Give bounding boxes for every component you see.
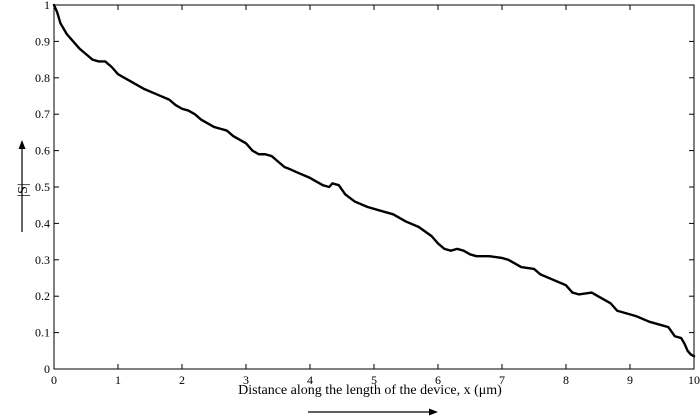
- y-tick-label: 0.8: [35, 71, 50, 85]
- y-tick-label: 0.2: [35, 289, 50, 303]
- x-axis-label: Distance along the length of the device,…: [238, 383, 502, 398]
- x-tick-label: 5: [371, 373, 377, 387]
- y-tick-label: 0.1: [35, 326, 50, 340]
- x-tick-label: 4: [307, 373, 313, 387]
- x-axis-arrow: [308, 408, 438, 416]
- x-tick-label: 8: [563, 373, 569, 387]
- x-tick-label: 6: [435, 373, 441, 387]
- y-tick-label: 0: [44, 362, 50, 376]
- y-tick-label: 1: [44, 0, 50, 12]
- y-tick-label: 0.5: [35, 180, 50, 194]
- y-axis: 0 0.1 0.2 0.3 0.4 0.5 0.6 0.7 0.8 0.9 1: [35, 0, 694, 376]
- y-tick-label: 0.4: [35, 216, 50, 230]
- y-tick-label: 0.6: [35, 144, 50, 158]
- x-tick-label: 1: [115, 373, 121, 387]
- y-axis-arrow: [18, 140, 26, 232]
- x-tick-label: 0: [51, 373, 57, 387]
- x-tick-label: 3: [243, 373, 249, 387]
- series-layer: [52, 3, 696, 358]
- x-tick-label: 7: [499, 373, 505, 387]
- x-axis: 0 1 2 3 4 5 6 7 8 9 10: [51, 5, 700, 387]
- x-tick-label: 9: [627, 373, 633, 387]
- x-tick-label: 10: [688, 373, 700, 387]
- series-line: [52, 3, 696, 358]
- y-tick-label: 0.9: [35, 34, 50, 48]
- plot-frame: [53, 4, 695, 370]
- x-tick-label: 2: [179, 373, 185, 387]
- y-tick-label: 0.3: [35, 253, 50, 267]
- y-axis-label: |S|: [16, 183, 31, 196]
- y-tick-label: 0.7: [35, 107, 50, 121]
